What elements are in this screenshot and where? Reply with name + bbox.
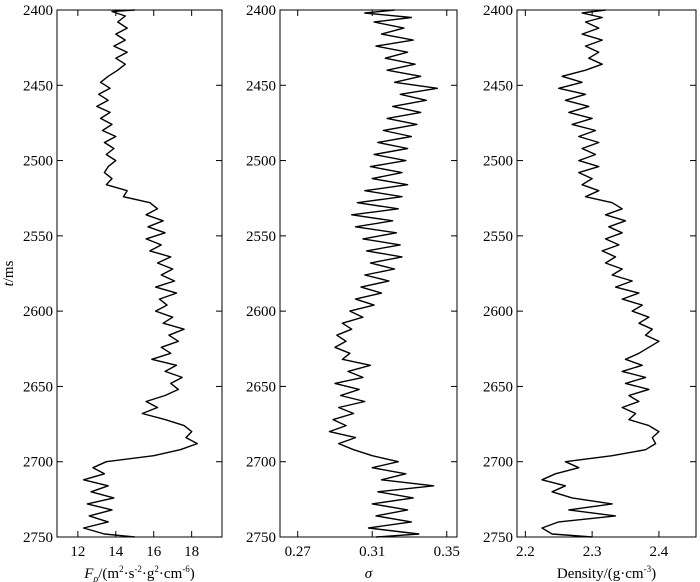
- y-tick-label: 2550: [246, 229, 276, 245]
- plot-frame: [56, 9, 223, 538]
- y-tick-label: 2500: [246, 154, 276, 170]
- y-tick-label: 2650: [23, 379, 53, 395]
- x-tick-label: 0.27: [285, 544, 312, 560]
- y-tick-label: 2550: [23, 229, 53, 245]
- sigma-panel: 2400 2450 2500 2550 2600 2650 2700 2750 0.27 0.31…: [246, 3, 460, 582]
- y-tick-label: 2400: [483, 3, 513, 19]
- log-trace: [82, 9, 199, 538]
- y-tick-label: 2600: [483, 304, 513, 320]
- y-axis-label: t/ms: [1, 260, 17, 286]
- y-tick-label: 2500: [483, 154, 513, 170]
- y-tick-label: 2600: [23, 304, 53, 320]
- y-tick-label: 2500: [23, 154, 53, 170]
- x-tick-label: 12: [70, 544, 85, 560]
- x-tick-label: 2.4: [650, 544, 669, 560]
- plot-frame: [516, 9, 697, 538]
- log-trace: [541, 9, 660, 538]
- y-tick-label: 2450: [483, 78, 513, 94]
- log-trace: [328, 9, 439, 538]
- x-tick-label: 14: [108, 544, 124, 560]
- x-axis-label: Fρ/(m2·s-2·g2·cm-6): [83, 564, 195, 582]
- y-tick-label: 2750: [483, 530, 513, 546]
- x-axis-label: Density/(g·cm-3): [557, 564, 656, 582]
- y-tick-label: 2750: [23, 530, 53, 546]
- x-tick-label: 18: [184, 544, 199, 560]
- y-tick-label: 2450: [246, 78, 276, 94]
- y-tick-label: 2450: [23, 78, 53, 94]
- x-axis-label: σ: [365, 566, 373, 582]
- x-tick-label: 2.3: [583, 544, 602, 560]
- y-tick-label: 2650: [246, 379, 276, 395]
- y-tick-label: 2750: [246, 530, 276, 546]
- y-tick-label: 2700: [246, 455, 276, 471]
- x-tick-label: 2.2: [516, 544, 535, 560]
- y-tick-label: 2400: [246, 3, 276, 19]
- x-tick-label: 0.31: [359, 544, 385, 560]
- y-tick-label: 2700: [483, 455, 513, 471]
- y-tick-label: 2550: [483, 229, 513, 245]
- y-tick-label: 2600: [246, 304, 276, 320]
- x-tick-label: 0.35: [434, 544, 460, 560]
- x-tick-label: 16: [146, 544, 162, 560]
- y-tick-label: 2400: [23, 3, 53, 19]
- y-tick-label: 2650: [483, 379, 513, 395]
- y-tick-label: 2700: [23, 455, 53, 471]
- fp-panel: 2400 2450 2500 2550 2600 2650 2700 2750 12 14 16 18…: [1, 3, 223, 582]
- plot-frame: [279, 9, 458, 538]
